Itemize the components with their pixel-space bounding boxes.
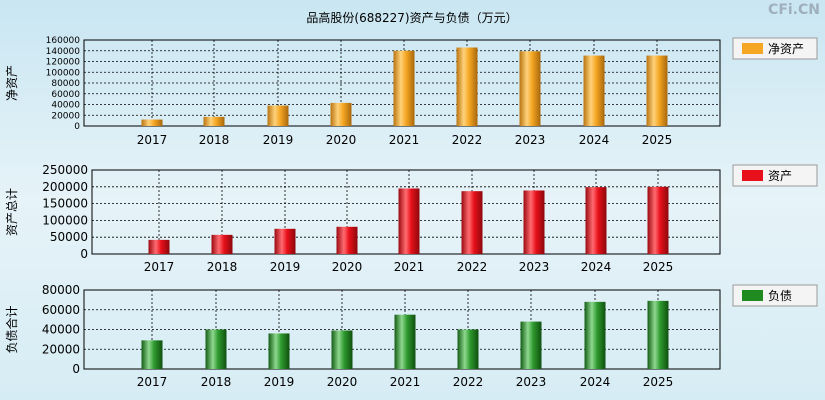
x-tick-label: 2021 xyxy=(389,133,420,147)
bar-2025 xyxy=(646,55,668,126)
x-tick-label: 2021 xyxy=(394,260,425,274)
x-tick-label: 2024 xyxy=(580,375,611,389)
x-tick-label: 2018 xyxy=(207,260,238,274)
bar-2024 xyxy=(584,301,606,369)
y-tick-label: 0 xyxy=(74,122,80,132)
x-tick-label: 2018 xyxy=(199,133,230,147)
y-tick-label: 120000 xyxy=(46,58,81,68)
bar-2024 xyxy=(585,187,607,254)
y-tick-label: 20000 xyxy=(42,342,80,356)
bar-2020 xyxy=(331,330,353,369)
bar-2025 xyxy=(647,300,669,369)
y-tick-label: 20000 xyxy=(51,111,80,121)
legend: 负债 xyxy=(732,284,818,307)
y-tick-label: 250000 xyxy=(42,163,88,177)
bar-2023 xyxy=(520,321,542,369)
y-tick-label: 0 xyxy=(72,362,80,376)
chart-panel-1: 0200004000060000800001000001200001400001… xyxy=(5,36,818,147)
bar-2024 xyxy=(583,55,605,126)
y-axis-label: 负债合计 xyxy=(4,305,19,353)
y-tick-label: 80000 xyxy=(42,283,80,297)
x-tick-label: 2022 xyxy=(457,260,488,274)
x-tick-label: 2020 xyxy=(327,375,358,389)
y-axis-label: 资产总计 xyxy=(5,188,19,236)
x-tick-label: 2023 xyxy=(515,133,546,147)
watermark: CFi.CN xyxy=(768,2,820,18)
legend-label: 净资产 xyxy=(768,42,804,56)
bar-2023 xyxy=(523,190,545,254)
y-axis-label: 净资产 xyxy=(5,65,19,101)
x-tick-label: 2017 xyxy=(137,375,168,389)
bar-2022 xyxy=(457,329,479,369)
bar-2017 xyxy=(148,239,170,254)
x-tick-label: 2018 xyxy=(201,375,232,389)
y-tick-label: 150000 xyxy=(42,197,88,211)
bar-2019 xyxy=(268,333,290,369)
y-tick-label: 80000 xyxy=(51,79,80,89)
bar-2018 xyxy=(211,234,233,254)
x-tick-label: 2025 xyxy=(643,375,674,389)
y-tick-label: 0 xyxy=(80,247,88,261)
y-tick-label: 160000 xyxy=(46,36,81,46)
bar-2021 xyxy=(393,50,415,126)
x-tick-label: 2023 xyxy=(519,260,550,274)
chart-panel-2: 0 50000 100000 150000 200000 250000 2017 2018 20… xyxy=(5,163,818,274)
bar-2020 xyxy=(336,226,358,254)
y-tick-label: 100000 xyxy=(46,68,81,78)
legend-label: 资产 xyxy=(768,169,792,183)
x-tick-label: 2019 xyxy=(264,375,295,389)
bar-2022 xyxy=(461,191,483,254)
bar-2017 xyxy=(141,119,163,126)
y-tick-label: 60000 xyxy=(42,303,80,317)
legend-swatch xyxy=(742,43,763,54)
bar-2017 xyxy=(141,340,163,369)
x-tick-label: 2017 xyxy=(144,260,175,274)
y-tick-label: 140000 xyxy=(46,47,81,57)
y-tick-label: 40000 xyxy=(42,323,80,337)
y-tick-label: 40000 xyxy=(51,101,80,111)
bar-2023 xyxy=(519,51,541,126)
legend: 净资产 xyxy=(732,37,818,60)
legend-swatch xyxy=(742,170,763,181)
x-tick-label: 2022 xyxy=(452,133,483,147)
bar-2022 xyxy=(456,47,478,126)
bar-2018 xyxy=(203,116,225,126)
bar-2019 xyxy=(274,228,296,254)
x-tick-label: 2020 xyxy=(326,133,357,147)
legend-label: 负债 xyxy=(768,289,792,303)
bar-2025 xyxy=(647,186,669,254)
y-tick-label: 100000 xyxy=(42,213,88,227)
y-tick-label: 60000 xyxy=(51,90,80,100)
x-tick-label: 2024 xyxy=(581,260,612,274)
bar-2019 xyxy=(267,105,289,126)
x-tick-label: 2024 xyxy=(579,133,610,147)
chart-panel-3: 0 20000 40000 60000 80000 2017 2018 2019 2020 202… xyxy=(4,283,818,389)
x-tick-label: 2020 xyxy=(332,260,363,274)
x-tick-label: 2019 xyxy=(263,133,294,147)
x-tick-label: 2022 xyxy=(453,375,484,389)
y-tick-label: 200000 xyxy=(42,180,88,194)
x-tick-label: 2023 xyxy=(516,375,547,389)
y-tick-label: 50000 xyxy=(50,230,88,244)
x-tick-label: 2021 xyxy=(390,375,421,389)
bar-2020 xyxy=(330,102,352,126)
x-tick-label: 2017 xyxy=(137,133,168,147)
x-tick-label: 2025 xyxy=(643,260,674,274)
legend-swatch xyxy=(742,290,763,301)
bar-2021 xyxy=(394,314,416,369)
bar-2021 xyxy=(398,188,420,254)
x-tick-label: 2025 xyxy=(642,133,673,147)
bar-2018 xyxy=(205,329,227,369)
legend: 资产 xyxy=(732,164,818,187)
chart-title: 品高股份(688227)资产与负债（万元） xyxy=(306,10,517,25)
x-tick-label: 2019 xyxy=(270,260,301,274)
